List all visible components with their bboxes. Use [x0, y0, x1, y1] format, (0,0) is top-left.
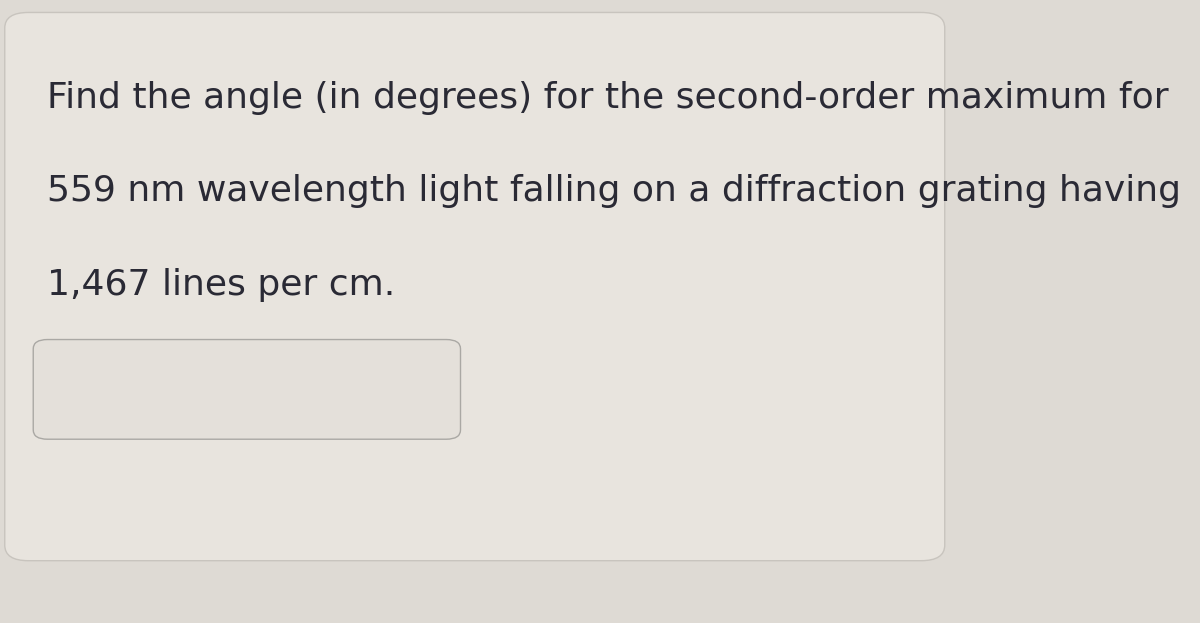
FancyBboxPatch shape	[5, 12, 944, 561]
Bar	[0, 573, 949, 623]
FancyBboxPatch shape	[34, 340, 461, 439]
Text: 559 nm wavelength light falling on a diffraction grating having: 559 nm wavelength light falling on a dif…	[48, 174, 1182, 209]
Text: Find the angle (in degrees) for the second-order maximum for: Find the angle (in degrees) for the seco…	[48, 81, 1169, 115]
Text: 1,467 lines per cm.: 1,467 lines per cm.	[48, 268, 396, 302]
